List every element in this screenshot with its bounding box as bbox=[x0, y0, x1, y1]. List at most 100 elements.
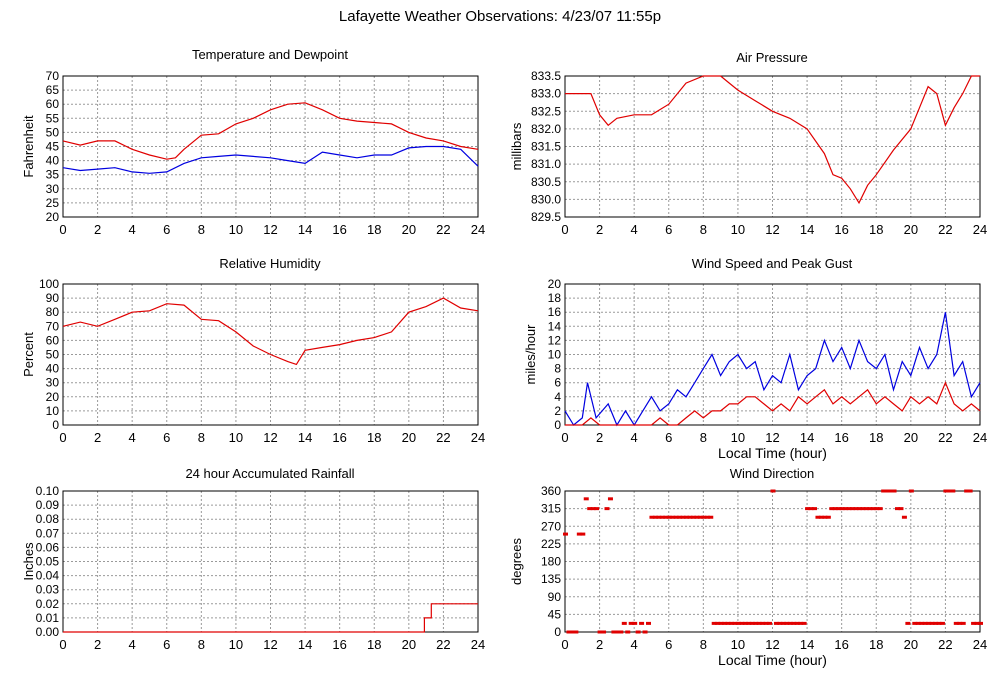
winddir-point bbox=[874, 507, 880, 511]
rain-x-tick-label: 0 bbox=[59, 637, 66, 652]
winddir-point bbox=[936, 621, 942, 625]
humidity-x-tick-label: 22 bbox=[436, 430, 450, 445]
winddir-point bbox=[722, 621, 728, 625]
winddir-point bbox=[718, 621, 724, 625]
temp-y-tick-label: 60 bbox=[46, 97, 60, 111]
rain-x-tick-label: 16 bbox=[332, 637, 346, 652]
winddir-point bbox=[628, 621, 634, 625]
winddir-point bbox=[943, 489, 949, 493]
winddir-point bbox=[666, 515, 672, 519]
winddir-point bbox=[939, 621, 945, 625]
winddir-point bbox=[621, 621, 627, 625]
winddir-point bbox=[739, 621, 745, 625]
winddir-x-tick-label: 4 bbox=[631, 637, 638, 652]
pressure-y-axis-label: millibars bbox=[509, 122, 524, 170]
winddir-y-tick-label: 360 bbox=[541, 484, 561, 498]
pressure-plot-frame bbox=[564, 75, 981, 218]
rain-x-tick-label: 4 bbox=[129, 637, 136, 652]
winddir-point bbox=[915, 621, 921, 625]
temp-y-tick-label: 40 bbox=[46, 154, 60, 168]
wind-y-tick-label: 2 bbox=[554, 404, 561, 418]
humidity-y-tick-label: 90 bbox=[46, 291, 60, 305]
temp-x-tick-label: 14 bbox=[298, 222, 312, 237]
temp-y-tick-label: 20 bbox=[46, 210, 60, 224]
pressure-x-tick-label: 6 bbox=[665, 222, 672, 237]
wind-x-tick-label: 18 bbox=[869, 430, 883, 445]
winddir-point bbox=[901, 515, 907, 519]
temp-series-red-line bbox=[62, 102, 479, 160]
winddir-x-tick-label: 2 bbox=[596, 637, 603, 652]
pressure-x-tick-label: 16 bbox=[834, 222, 848, 237]
wind-x-tick-label: 4 bbox=[631, 430, 638, 445]
rain-y-axis-label: Inches bbox=[21, 542, 36, 581]
winddir-point bbox=[843, 507, 849, 511]
humidity-y-tick-label: 60 bbox=[46, 333, 60, 347]
winddir-point bbox=[715, 621, 721, 625]
wind-y-tick-label: 12 bbox=[548, 333, 562, 347]
humidity-y-tick-label: 0 bbox=[52, 418, 59, 432]
winddir-point bbox=[926, 621, 932, 625]
humidity-y-tick-label: 10 bbox=[46, 404, 60, 418]
winddir-point bbox=[763, 621, 769, 625]
winddir-point bbox=[798, 621, 804, 625]
temp-x-tick-label: 4 bbox=[129, 222, 136, 237]
winddir-point bbox=[967, 489, 973, 493]
winddir-point bbox=[677, 515, 683, 519]
winddir-point bbox=[801, 621, 807, 625]
winddir-point bbox=[777, 621, 783, 625]
winddir-point bbox=[815, 515, 821, 519]
winddir-x-tick-label: 8 bbox=[700, 637, 707, 652]
winddir-point bbox=[950, 489, 956, 493]
winddir-point bbox=[732, 621, 738, 625]
pressure-x-tick-label: 4 bbox=[631, 222, 638, 237]
temp-y-tick-label: 50 bbox=[46, 125, 60, 139]
winddir-point bbox=[850, 507, 856, 511]
winddir-point bbox=[756, 621, 762, 625]
temp-x-tick-label: 12 bbox=[263, 222, 277, 237]
winddir-point bbox=[697, 515, 703, 519]
temp-x-tick-label: 0 bbox=[59, 222, 66, 237]
winddir-point bbox=[614, 630, 620, 634]
winddir-point bbox=[770, 489, 776, 493]
winddir-point bbox=[946, 489, 952, 493]
winddir-point bbox=[635, 630, 641, 634]
winddir-point bbox=[767, 621, 773, 625]
temp-y-tick-label: 45 bbox=[46, 140, 60, 154]
humidity-y-tick-label: 70 bbox=[46, 319, 60, 333]
pressure-y-tick-label: 833.5 bbox=[531, 69, 561, 83]
winddir-point bbox=[663, 515, 669, 519]
winddir-point bbox=[891, 489, 897, 493]
rain-x-tick-label: 10 bbox=[229, 637, 243, 652]
temp-y-tick-label: 25 bbox=[46, 196, 60, 210]
temp-y-tick-label: 55 bbox=[46, 111, 60, 125]
winddir-point bbox=[867, 507, 873, 511]
pressure-x-tick-label: 24 bbox=[973, 222, 987, 237]
pressure-x-tick-label: 8 bbox=[700, 222, 707, 237]
humidity-x-tick-label: 16 bbox=[332, 430, 346, 445]
winddir-point bbox=[607, 497, 613, 501]
winddir-point bbox=[818, 515, 824, 519]
winddir-point bbox=[611, 630, 617, 634]
winddir-point bbox=[895, 507, 900, 511]
winddir-point bbox=[670, 515, 676, 519]
humidity-x-tick-label: 0 bbox=[59, 430, 66, 445]
temp-y-tick-label: 35 bbox=[46, 168, 60, 182]
pressure-y-tick-label: 831.5 bbox=[531, 140, 561, 154]
winddir-point bbox=[601, 630, 607, 634]
rain-x-tick-label: 24 bbox=[471, 637, 485, 652]
winddir-point bbox=[563, 532, 568, 536]
temp-x-tick-label: 6 bbox=[163, 222, 170, 237]
winddir-point bbox=[853, 507, 859, 511]
winddir-point bbox=[974, 621, 980, 625]
winddir-point bbox=[749, 621, 755, 625]
chart-title-wind-direction: Wind Direction bbox=[729, 466, 815, 481]
temp-x-tick-label: 22 bbox=[436, 222, 450, 237]
rain-y-tick-label: 0.01 bbox=[36, 611, 60, 625]
rain-x-tick-label: 12 bbox=[263, 637, 277, 652]
temp-x-tick-label: 20 bbox=[402, 222, 416, 237]
winddir-point bbox=[604, 507, 610, 511]
winddir-point bbox=[881, 489, 887, 493]
winddir-point bbox=[704, 515, 710, 519]
wind-x-tick-label: 14 bbox=[800, 430, 814, 445]
humidity-x-tick-label: 8 bbox=[198, 430, 205, 445]
